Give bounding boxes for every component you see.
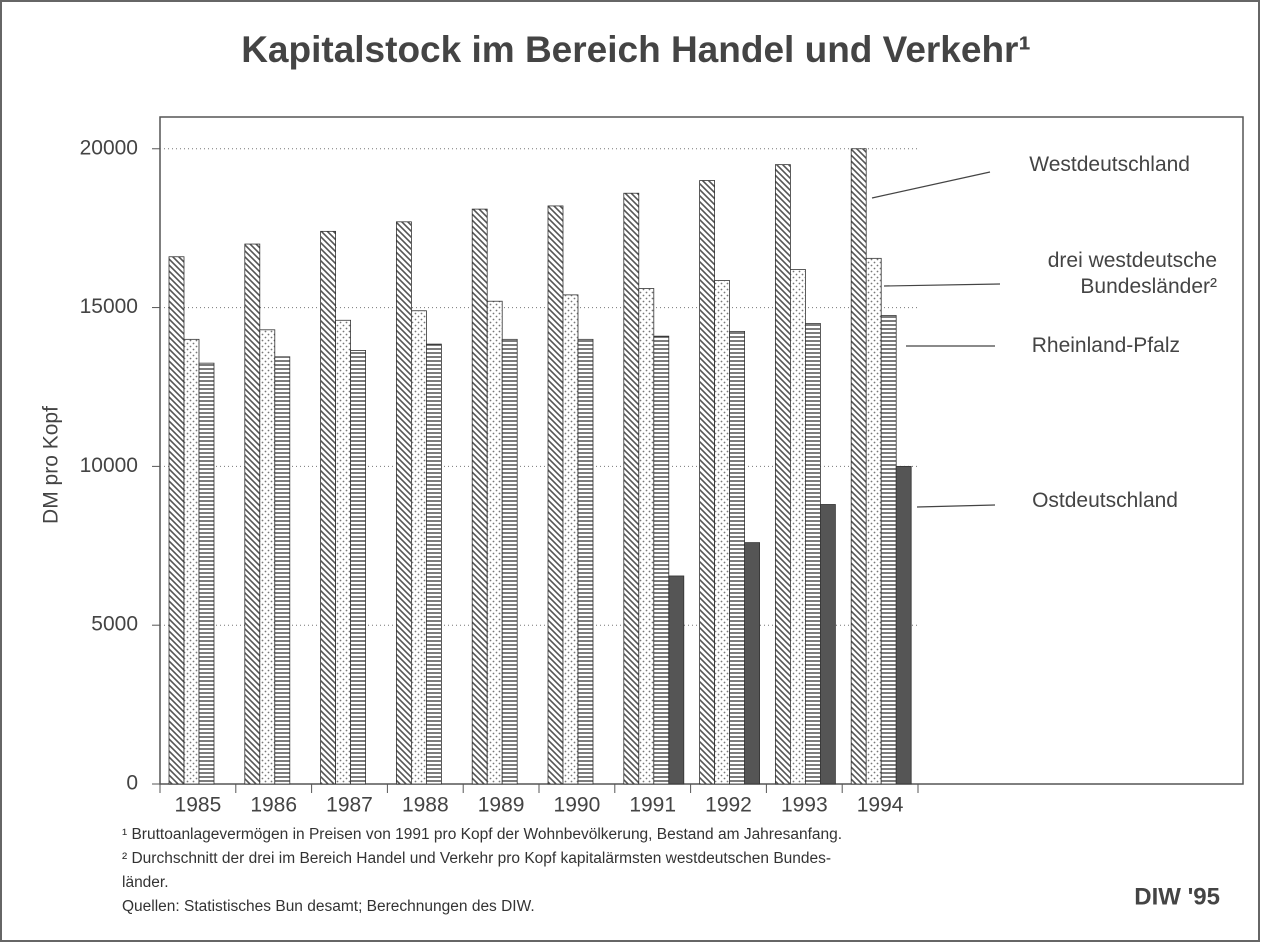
y-tick-label: 20000: [80, 136, 138, 159]
bar: [395, 221, 412, 785]
bar: [729, 330, 745, 785]
bar: [790, 269, 806, 785]
bar: [775, 164, 791, 785]
y-axis-label: DM pro Kopf: [40, 406, 63, 524]
x-tick-label: 1993: [781, 794, 828, 817]
bar: [471, 208, 488, 785]
y-tick-label: 15000: [80, 295, 138, 318]
bar: [714, 280, 730, 785]
bar: [425, 343, 442, 785]
bar: [198, 362, 215, 785]
y-tick-label: 5000: [91, 613, 138, 636]
footnote: ¹ Bruttoanlagevermögen in Preisen von 19…: [122, 826, 843, 843]
bar: [623, 192, 640, 785]
bar: [320, 230, 337, 785]
series-label: Rheinland-Pfalz: [1031, 334, 1180, 357]
y-tick-label: 10000: [80, 454, 138, 477]
bar: [577, 338, 594, 785]
bar: [410, 310, 427, 785]
footnote: Quellen: Statistisches Bun desamt; Berec…: [122, 898, 535, 915]
bar: [259, 329, 276, 785]
bar: [350, 350, 367, 785]
bar: [653, 335, 670, 785]
leader-line: [871, 171, 991, 199]
x-tick-label: 1987: [326, 794, 373, 817]
bar: [880, 315, 897, 785]
bar: [668, 575, 685, 785]
series-label: Westdeutschland: [1029, 153, 1190, 176]
bar: [865, 257, 882, 785]
series-label: drei westdeutsche Bundesländer²: [1047, 249, 1217, 298]
x-tick-label: 1986: [250, 794, 297, 817]
bar: [895, 465, 912, 785]
x-tick-label: 1990: [554, 794, 601, 817]
footnote: länder.: [122, 874, 169, 891]
bar: [168, 256, 185, 785]
x-tick-label: 1985: [175, 794, 222, 817]
x-tick-label: 1991: [629, 794, 676, 817]
bar: [638, 288, 655, 785]
bar: [820, 504, 836, 785]
leader-line: [916, 504, 996, 508]
bar: [501, 338, 518, 785]
bar: [699, 180, 715, 785]
bar: [274, 356, 291, 785]
bar: [744, 542, 760, 785]
source-mark: DIW '95: [1134, 883, 1220, 910]
x-tick-label: 1988: [402, 794, 449, 817]
y-tick-label: 0: [126, 772, 138, 795]
bar: [850, 148, 867, 785]
leader-line: [883, 283, 1001, 287]
series-label: Ostdeutschland: [1032, 489, 1178, 512]
chart-title: Kapitalstock im Bereich Handel und Verke…: [241, 29, 1031, 70]
bar: [547, 205, 564, 785]
x-tick-label: 1994: [857, 794, 904, 817]
bar: [486, 300, 503, 785]
bar: [562, 294, 579, 785]
x-tick-label: 1989: [478, 794, 525, 817]
bar: [183, 338, 200, 785]
bar: [805, 323, 821, 785]
x-tick-label: 1992: [705, 794, 752, 817]
bar: [335, 319, 352, 785]
footnote: ² Durchschnitt der drei im Bereich Hande…: [122, 850, 832, 867]
bar: [244, 243, 261, 785]
